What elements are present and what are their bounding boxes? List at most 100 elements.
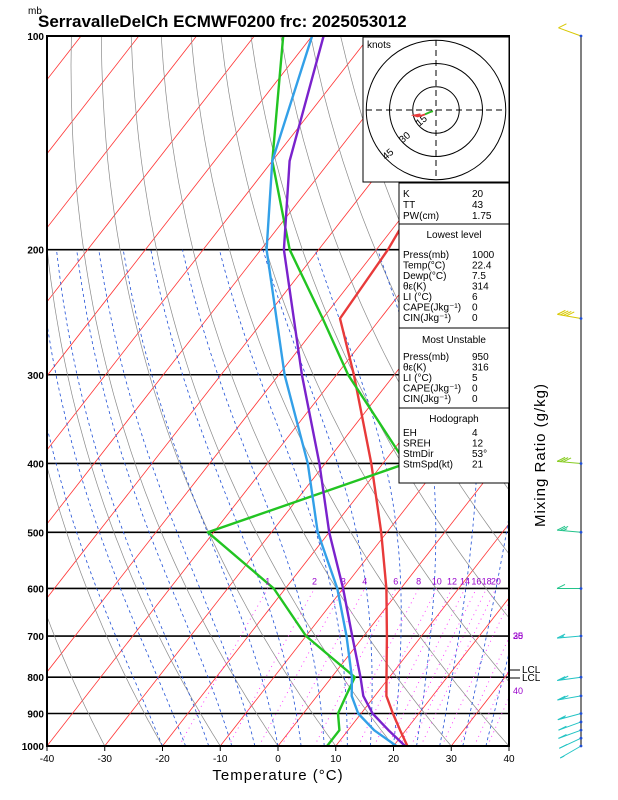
index-value: 0 <box>472 303 478 314</box>
moist-adiabat-line <box>47 425 163 746</box>
temperature-tick-label: 20 <box>388 754 400 765</box>
wind-barb-flag <box>557 676 566 681</box>
isotherm-line <box>47 36 313 377</box>
chart-title: SerravalleDelCh ECMWF0200 frc: 202505301… <box>38 12 407 31</box>
temperature-tick-label: -20 <box>155 754 170 765</box>
mixing-ratio-label: 25 <box>513 631 523 641</box>
temperature-tick-label: -10 <box>213 754 228 765</box>
pressure-tick-label: 700 <box>27 632 44 643</box>
index-value: 0 <box>472 313 478 324</box>
series-line-temperature <box>338 42 509 746</box>
wind-barb-flag <box>560 695 569 700</box>
moist-adiabat-line <box>439 249 478 746</box>
mixing-ratio-label: 8 <box>416 576 421 586</box>
index-label: CAPE(Jkg⁻¹) <box>403 303 461 314</box>
wind-barb-flag <box>560 716 565 720</box>
moist-adiabat-line <box>47 321 186 746</box>
mixing-ratio-label: 14 <box>460 576 470 586</box>
index-value: 0 <box>472 384 478 395</box>
background-lines <box>0 36 618 746</box>
mixing-ratio-line <box>281 588 366 746</box>
index-label: PW(cm) <box>403 211 439 222</box>
index-label: TT <box>403 200 415 211</box>
wind-barb <box>556 525 583 534</box>
wind-barb-flag <box>562 528 568 532</box>
wind-barb <box>556 633 583 639</box>
moist-adiabat-line <box>377 249 437 746</box>
index-label: LI (°C) <box>403 292 432 303</box>
moist-adiabat-line <box>76 249 233 746</box>
wind-barb-flag <box>559 743 568 749</box>
wind-barb-flag <box>558 23 567 29</box>
wind-barb-dot <box>579 694 583 698</box>
moist-adiabat-line <box>98 249 256 746</box>
pressure-tick-label: 1000 <box>22 742 45 753</box>
pressure-tick-label: 300 <box>27 371 44 382</box>
index-label: θε(K) <box>403 363 426 374</box>
isotherm-line <box>335 523 509 746</box>
wind-barb <box>558 728 583 739</box>
mixing-ratio-label: 12 <box>447 576 457 586</box>
dry-adiabat-line <box>100 36 337 746</box>
series-line-parcel_2 <box>265 36 398 746</box>
dry-adiabat-line <box>580 36 618 746</box>
index-label: SREH <box>403 439 431 450</box>
series-line-parcel_1 <box>282 36 406 746</box>
dry-adiabat-line <box>280 36 509 555</box>
hodograph-unit-label: knots <box>367 40 391 51</box>
isotherm-line <box>508 745 509 746</box>
wind-barb <box>556 584 583 590</box>
dry-adiabat-line <box>47 244 221 746</box>
index-value: 21 <box>472 460 484 471</box>
index-label: CIN(Jkg⁻¹) <box>403 394 451 405</box>
wind-barb-dot <box>579 736 583 740</box>
wind-barb-flag <box>560 310 569 316</box>
mixing-ratio-label: 20 <box>491 576 501 586</box>
wind-barb-flag <box>556 456 566 462</box>
sounding-series <box>206 36 509 746</box>
pressure-tick-label: 100 <box>27 32 44 43</box>
index-label: CAPE(Jkg⁻¹) <box>403 384 461 395</box>
dry-adiabat-line <box>70 36 279 746</box>
wind-barb <box>556 456 583 465</box>
index-value: 1000 <box>472 250 495 261</box>
moist-adiabat-line <box>56 249 210 746</box>
dry-adiabat-line <box>47 615 106 746</box>
wind-barb <box>557 675 583 682</box>
mixing-ratio-line <box>314 588 397 746</box>
mixing-ratio-label: 2 <box>312 576 317 586</box>
index-value: 53° <box>472 449 487 460</box>
temperature-tick-label: 30 <box>446 754 458 765</box>
mixing-ratio-label: 10 <box>432 576 442 586</box>
temperature-tick-label: 10 <box>330 754 342 765</box>
isotherm-line <box>277 449 509 746</box>
pressure-tick-label: 600 <box>27 584 44 595</box>
dry-adiabat-line <box>130 36 394 746</box>
dry-adiabat-line <box>220 36 509 683</box>
mixing-ratio-label: 35 <box>513 631 523 641</box>
pressure-tick-label: 900 <box>27 710 44 721</box>
wind-barb-flag <box>559 675 569 681</box>
mixing-ratio-line <box>473 668 509 746</box>
index-value: 0 <box>472 394 478 405</box>
isotherm-line <box>0 36 23 746</box>
index-value: 7.5 <box>472 271 486 282</box>
index-value: 314 <box>472 282 489 293</box>
lcl-label: LCL <box>522 673 541 684</box>
mixing-ratio-label: 6 <box>393 576 398 586</box>
index-label: Dewp(°C) <box>403 271 446 282</box>
wind-barb-flag <box>557 695 566 701</box>
index-label: θε(K) <box>403 282 426 293</box>
mixing-ratio-line <box>338 588 420 746</box>
isotherm-line <box>393 597 509 746</box>
series-line-dewpoint <box>206 36 408 746</box>
index-label: LI (°C) <box>403 373 432 384</box>
lcl-label: LCL <box>522 665 541 676</box>
mixing-ratio-line <box>441 601 509 746</box>
pressure-ticks: 100 200 300 400 500 600 700 800 900 1000 <box>22 32 45 753</box>
wind-barb-dot <box>579 634 583 638</box>
mixing-ratio-line <box>410 588 488 746</box>
indices-panel: K 20 TT 43 PW(cm) 1.75 Lowest level Press(mb)… <box>398 182 510 484</box>
wind-barb-flag <box>556 633 566 639</box>
